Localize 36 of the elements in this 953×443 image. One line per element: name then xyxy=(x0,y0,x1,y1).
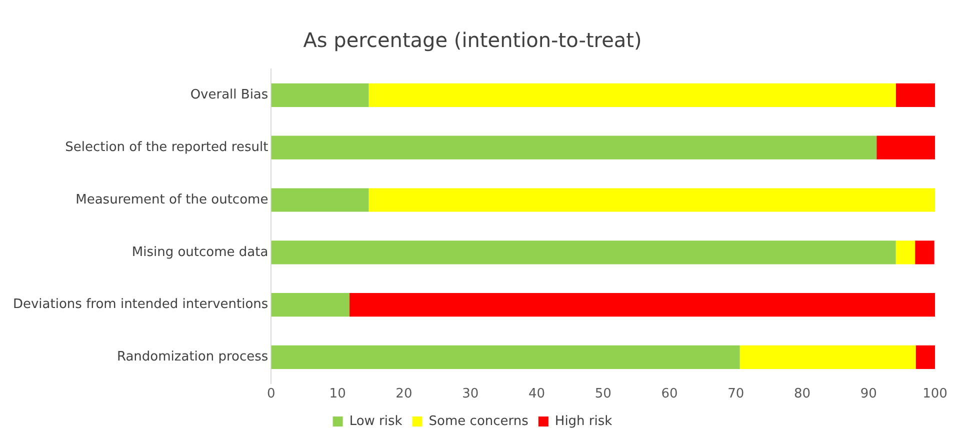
y-tick-label: Selection of the reported result xyxy=(65,140,268,155)
bar xyxy=(271,240,896,264)
bar xyxy=(896,240,916,264)
legend-label: High risk xyxy=(554,414,613,429)
x-tick-label: 50 xyxy=(594,386,612,402)
bar xyxy=(368,188,935,212)
bar xyxy=(271,83,369,107)
bar xyxy=(876,136,935,160)
y-tick-label: Measurement of the outcome xyxy=(76,192,268,208)
x-tick-label: 10 xyxy=(329,386,346,402)
x-tick-label: 40 xyxy=(528,386,545,402)
x-tick-label: 0 xyxy=(267,386,276,402)
y-tick-label: Deviations from intended interventions xyxy=(12,297,268,312)
bar xyxy=(916,345,935,369)
bar xyxy=(896,83,935,107)
x-tick-label: 60 xyxy=(661,386,678,402)
y-tick-label: Randomization process xyxy=(116,350,268,365)
x-tick-label: 100 xyxy=(922,386,948,402)
x-tick-label: 80 xyxy=(794,386,811,402)
bar xyxy=(368,83,896,107)
bar xyxy=(271,345,740,369)
bar xyxy=(740,345,916,369)
bar xyxy=(271,188,369,212)
x-tick-label: 20 xyxy=(396,386,412,402)
x-tick-label: 90 xyxy=(860,386,877,402)
bar xyxy=(271,293,350,317)
bar xyxy=(350,293,935,317)
y-tick-label: Overall Bias xyxy=(190,88,268,103)
bar xyxy=(915,240,934,264)
y-tick-label: Mising outcome data xyxy=(132,244,268,260)
x-tick-label: 70 xyxy=(728,386,744,402)
legend-label: Some concerns xyxy=(428,414,529,429)
legend-label: Low risk xyxy=(349,414,403,429)
x-tick-label: 30 xyxy=(462,386,479,402)
bar xyxy=(271,136,877,160)
chart-title: As percentage (intention-to-treat) xyxy=(303,28,642,52)
